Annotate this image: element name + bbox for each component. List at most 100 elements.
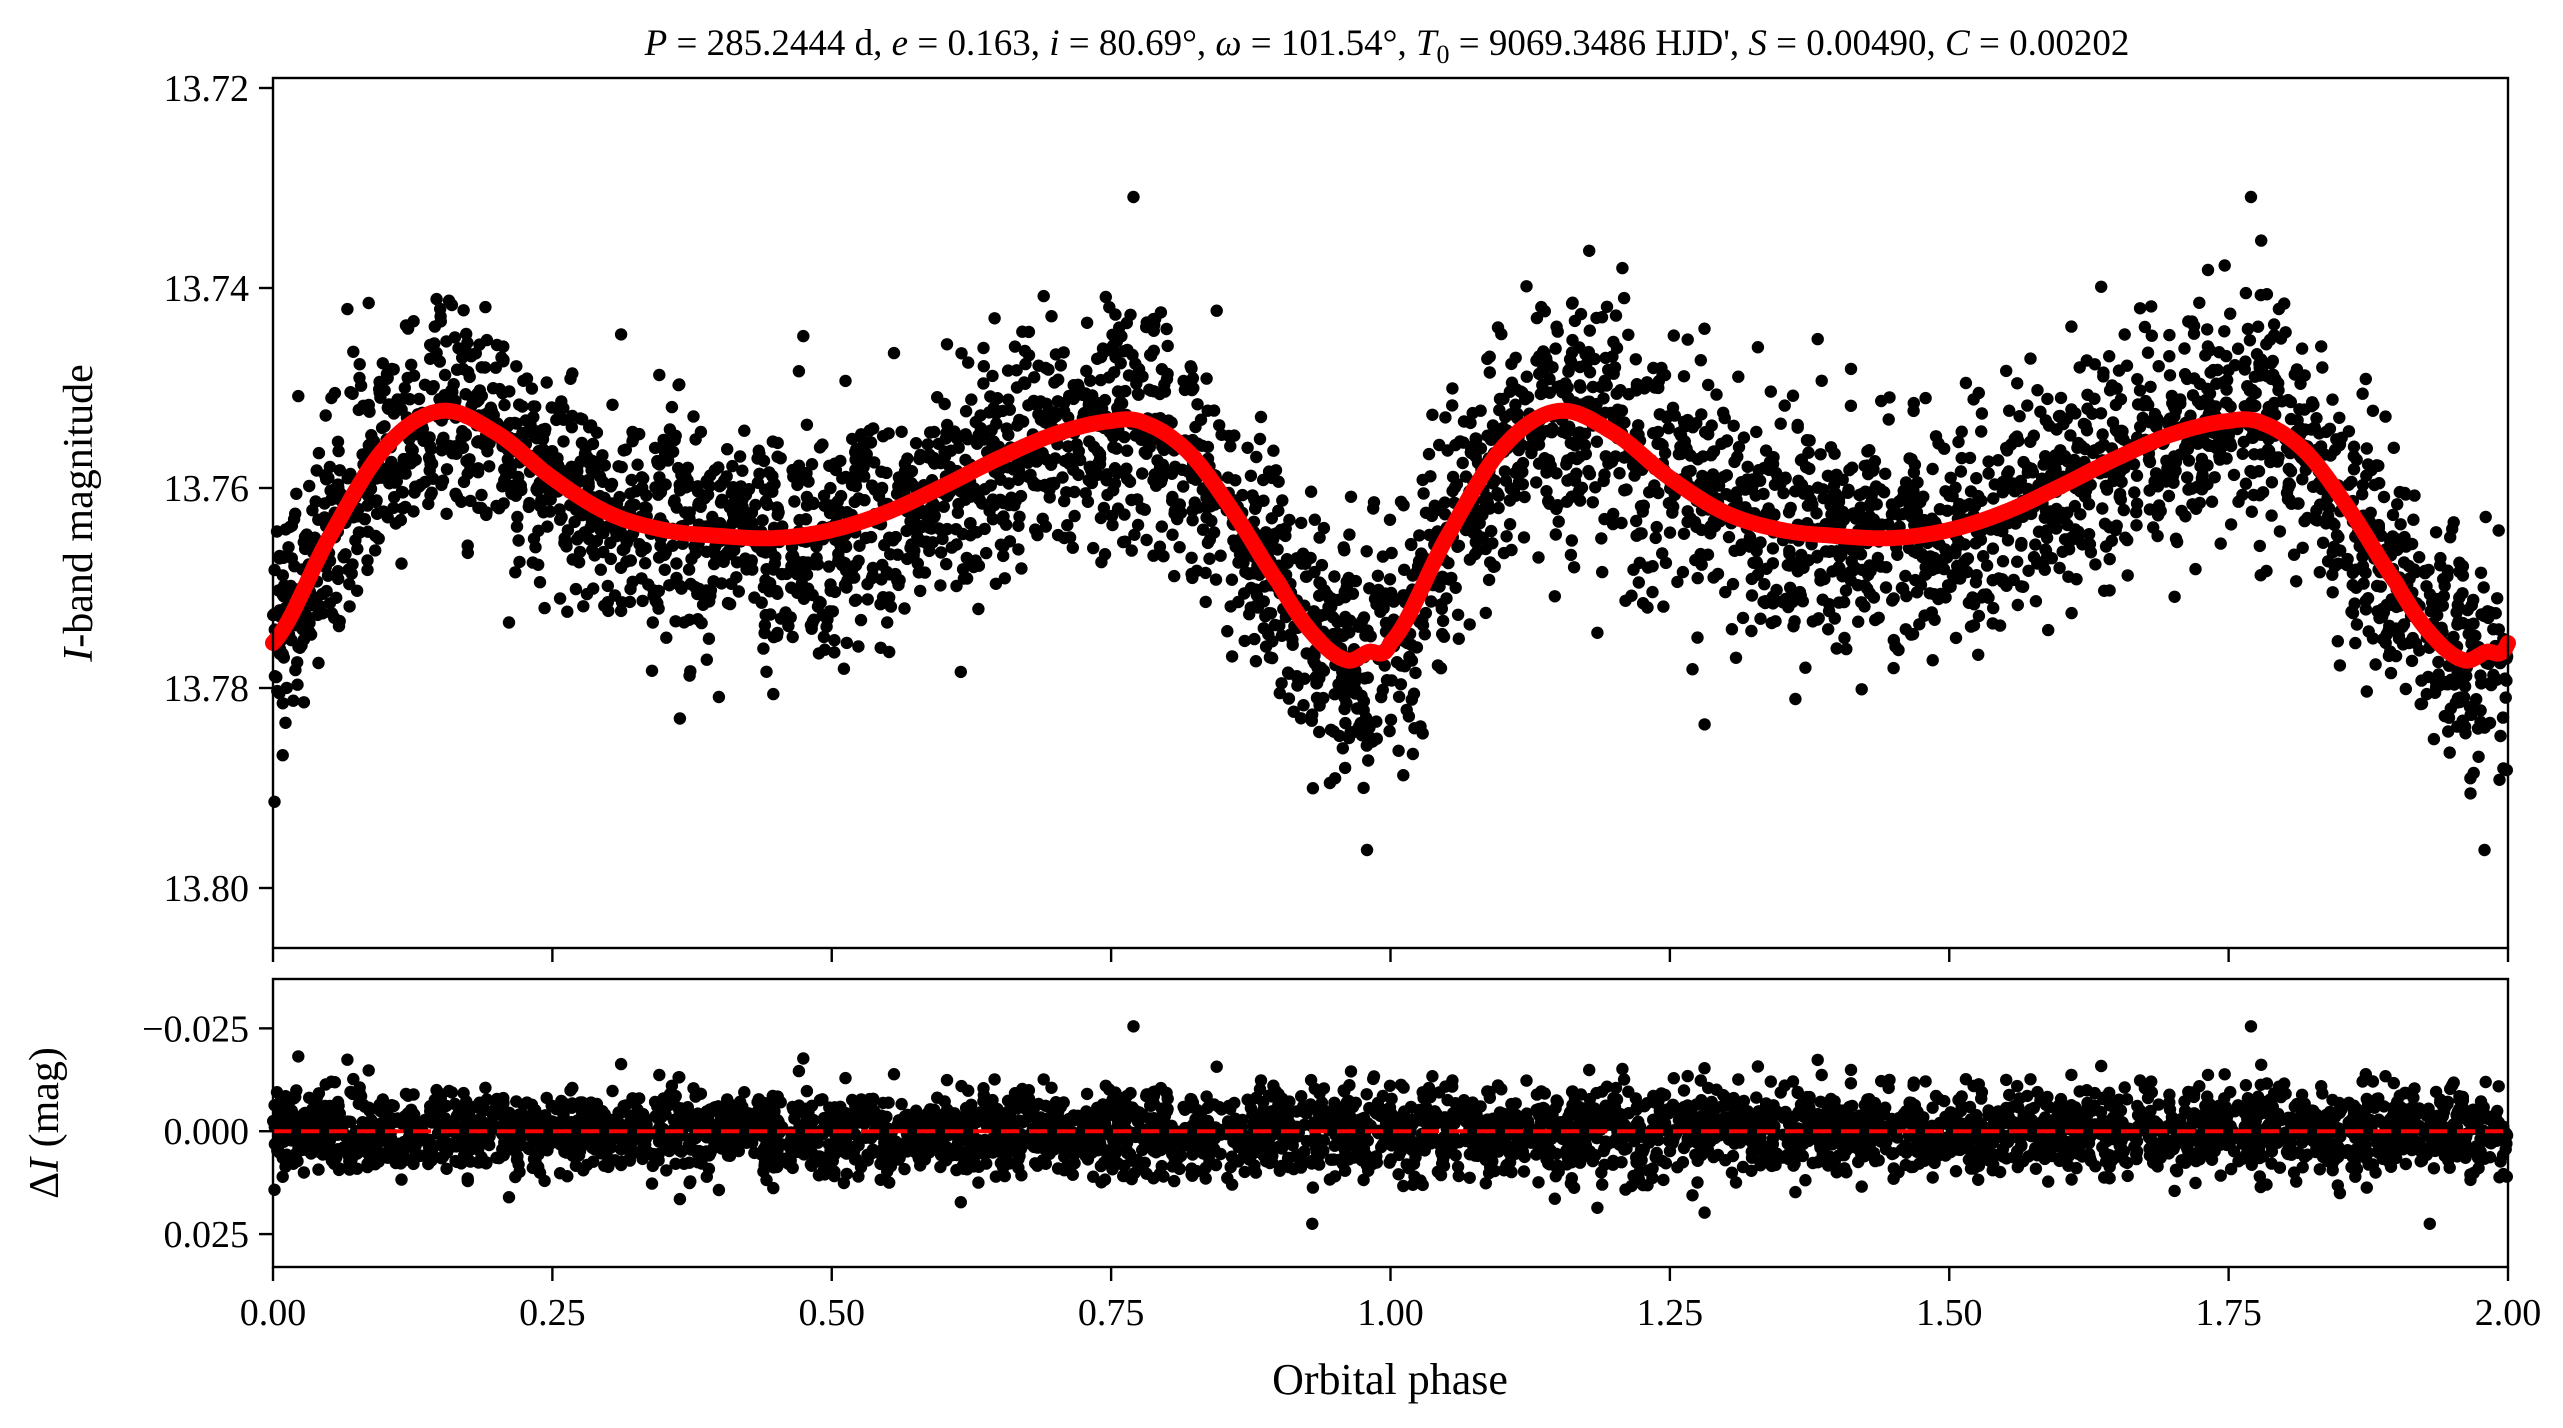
data-point: [542, 492, 555, 505]
data-point: [1002, 393, 1015, 406]
data-point: [1118, 535, 1132, 548]
data-point: [2444, 531, 2457, 544]
data-point: [2492, 524, 2505, 537]
data-point: [757, 545, 771, 558]
data-point: [1270, 527, 1284, 540]
data-point: [1280, 553, 1294, 566]
data-point: [531, 484, 544, 497]
data-point: [1484, 556, 1497, 569]
data-point: [2178, 342, 2191, 355]
data-point: [849, 559, 863, 572]
data-point: [1907, 466, 1921, 479]
data-point: [370, 507, 384, 520]
data-point: [767, 687, 780, 701]
data-point: [1012, 473, 1025, 486]
data-point: [1291, 672, 1304, 685]
data-point: [1817, 491, 1830, 505]
data-point: [1268, 618, 1282, 632]
data-point: [2371, 605, 2384, 618]
data-point: [553, 409, 566, 422]
data-point: [2246, 383, 2259, 397]
data-point: [812, 647, 826, 660]
data-point: [1879, 581, 1893, 594]
data-point: [2407, 513, 2420, 526]
data-point: [2214, 537, 2227, 550]
data-point: [1068, 485, 1081, 499]
data-point: [564, 372, 577, 385]
data-point: [907, 512, 920, 525]
residual-point: [268, 1183, 281, 1197]
data-point: [959, 493, 972, 506]
data-point: [2250, 348, 2264, 361]
data-point: [1357, 781, 1370, 795]
residual-point: [1098, 1173, 1112, 1186]
data-point: [2298, 403, 2311, 416]
data-point: [1698, 322, 1711, 335]
data-point: [2422, 563, 2435, 577]
data-point: [2096, 428, 2109, 441]
data-point: [1224, 600, 1237, 613]
data-point: [1238, 634, 1251, 648]
data-point: [1257, 473, 1270, 487]
data-point: [1863, 510, 1876, 523]
data-point: [1754, 612, 1767, 625]
data-point: [2201, 459, 2214, 472]
data-point: [1129, 429, 1142, 442]
data-point: [1339, 716, 1352, 730]
data-point: [2386, 508, 2400, 522]
data-point: [283, 520, 297, 534]
data-point: [1678, 440, 1692, 453]
data-point: [456, 362, 470, 376]
data-point: [2185, 482, 2198, 495]
data-point: [1066, 541, 1080, 554]
data-point: [2203, 397, 2216, 411]
data-point: [1671, 575, 1684, 589]
data-point: [1934, 587, 1948, 601]
data-point: [1210, 304, 1223, 317]
data-point: [2379, 410, 2392, 423]
data-point: [2024, 435, 2037, 448]
data-point: [1342, 571, 1355, 585]
data-point: [1591, 626, 1604, 639]
data-point: [1799, 661, 1812, 674]
data-point: [2333, 659, 2347, 672]
data-point: [901, 452, 914, 465]
data-point: [2127, 458, 2141, 471]
data-point: [1829, 487, 1843, 501]
data-point: [513, 555, 526, 569]
data-point: [292, 389, 305, 403]
data-point: [2275, 395, 2289, 408]
data-point: [2117, 503, 2130, 517]
data-point: [1243, 608, 1256, 621]
data-point: [1589, 481, 1602, 494]
data-point: [1806, 498, 1819, 511]
data-point: [1131, 518, 1145, 532]
data-point: [2103, 584, 2116, 597]
data-point: [1766, 597, 1780, 610]
data-point: [1084, 460, 1097, 473]
data-point: [1630, 514, 1643, 528]
data-point: [1269, 464, 1283, 477]
data-point: [2254, 288, 2267, 302]
data-point: [1241, 441, 1254, 454]
data-point: [658, 563, 671, 576]
data-point: [1992, 454, 2005, 467]
data-point: [950, 579, 963, 593]
data-point: [624, 499, 637, 512]
data-point: [1875, 518, 1888, 531]
data-point: [700, 584, 713, 597]
data-point: [479, 300, 492, 314]
data-point: [1732, 440, 1746, 454]
data-point: [361, 563, 374, 577]
data-point: [2311, 514, 2324, 527]
data-point: [2432, 668, 2445, 681]
data-point: [2205, 495, 2219, 508]
data-point: [312, 656, 325, 670]
data-point: [1746, 479, 1759, 493]
data-point: [412, 392, 426, 406]
data-point: [1702, 378, 1715, 392]
data-point: [2461, 603, 2474, 617]
data-point: [2298, 514, 2311, 528]
data-point-outlier: [1360, 843, 1374, 857]
data-point: [1043, 491, 1056, 504]
